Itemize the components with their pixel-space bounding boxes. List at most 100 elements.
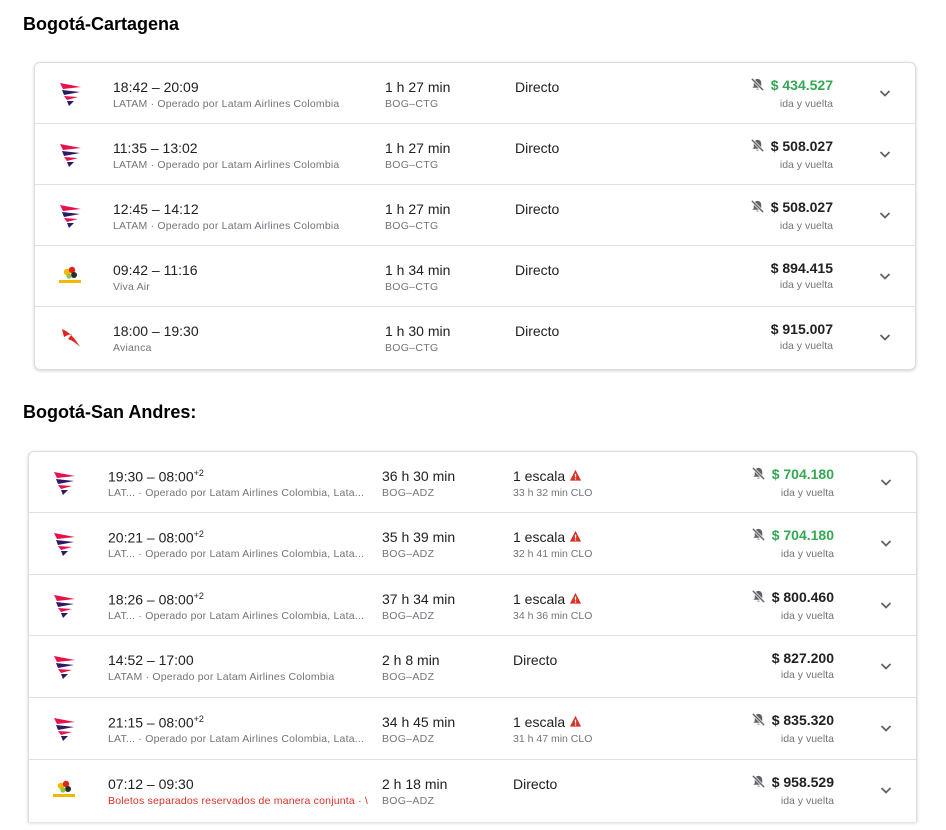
trip-type: ida y vuelta bbox=[779, 220, 833, 232]
flight-row[interactable]: 09:42 – 11:16 Viva Air 1 h 34 min BOG–CTG Di… bbox=[35, 246, 915, 307]
flight-stops-text: Directo bbox=[513, 652, 558, 668]
expand-chevron-icon[interactable] bbox=[878, 474, 894, 490]
flight-times: 12:45 – 14:12 bbox=[113, 201, 199, 217]
flight-row[interactable]: 12:45 – 14:12 LATAM · Operado por Latam A… bbox=[35, 185, 915, 246]
price-block: $ 508.027 ida y vuelta bbox=[750, 199, 833, 232]
day-offset: +2 bbox=[193, 714, 204, 724]
flight-times: 19:30 – 08:00+2 bbox=[108, 468, 204, 485]
flight-row[interactable]: 18:00 – 19:30 Avianca 1 h 30 min BOG–CTG Dir… bbox=[35, 307, 915, 369]
flight-times-text: 14:52 – 17:00 bbox=[108, 652, 194, 668]
expand-chevron-icon[interactable] bbox=[878, 597, 894, 613]
airline-operator: LATAM · Operado por Latam Airlines Colom… bbox=[113, 220, 340, 232]
flight-stops-text: Directo bbox=[515, 262, 560, 278]
flight-stops: 1 escala bbox=[513, 591, 582, 608]
price-value: $ 915.007 bbox=[770, 321, 833, 337]
flight-row[interactable]: 18:26 – 08:00+2 LAT... · Operado por Lata… bbox=[29, 575, 916, 636]
latam-logo bbox=[54, 199, 86, 231]
flight-stops: Directo bbox=[513, 776, 557, 792]
price-value: $ 704.180 bbox=[771, 466, 834, 482]
flight-route: BOG–ADZ bbox=[382, 671, 435, 683]
expand-chevron-icon[interactable] bbox=[878, 720, 894, 736]
price-block: $ 800.460 ida y vuelta bbox=[751, 589, 834, 622]
latam-logo bbox=[48, 466, 80, 498]
flight-times: 07:12 – 09:30 bbox=[108, 776, 194, 792]
flight-times: 18:00 – 19:30 bbox=[113, 323, 199, 339]
price-block: $ 704.180 ida y vuelta bbox=[751, 527, 834, 560]
flight-times-text: 21:15 – 08:00 bbox=[108, 714, 194, 731]
price-tracking-off-icon[interactable] bbox=[751, 589, 766, 607]
layover-info: 32 h 41 min CLO bbox=[513, 548, 593, 560]
flight-route: BOG–ADZ bbox=[382, 487, 435, 499]
price: $ 704.180 bbox=[751, 466, 834, 484]
price-value: $ 508.027 bbox=[770, 199, 833, 215]
expand-chevron-icon[interactable] bbox=[877, 207, 893, 223]
price: $ 915.007 bbox=[771, 321, 833, 337]
expand-chevron-icon[interactable] bbox=[877, 85, 893, 101]
flight-row[interactable]: 07:12 – 09:30 Boletos separados reservado… bbox=[29, 760, 916, 822]
flight-stops: Directo bbox=[515, 79, 559, 95]
flight-times-text: 20:21 – 08:00 bbox=[108, 529, 194, 546]
flight-row[interactable]: 20:21 – 08:00+2 LAT... · Operado por Lata… bbox=[29, 513, 916, 575]
flight-stops-text: 1 escala bbox=[513, 591, 566, 607]
flight-stops-text: Directo bbox=[515, 140, 560, 156]
flight-stops: Directo bbox=[515, 262, 559, 278]
expand-chevron-icon[interactable] bbox=[877, 146, 893, 162]
price-block: $ 894.415 ida y vuelta bbox=[771, 260, 833, 291]
price-tracking-off-icon[interactable] bbox=[750, 199, 765, 217]
flight-duration: 1 h 27 min bbox=[385, 79, 451, 95]
trip-type: ida y vuelta bbox=[780, 548, 834, 560]
airline-operator: LATAM · Operado por Latam Airlines Colom… bbox=[113, 98, 340, 110]
flight-stops-text: Directo bbox=[515, 323, 560, 339]
price: $ 508.027 bbox=[750, 199, 833, 217]
price-tracking-off-icon[interactable] bbox=[750, 138, 765, 156]
layover-info: 33 h 32 min CLO bbox=[513, 487, 593, 499]
flight-row[interactable]: 14:52 – 17:00 LATAM · Operado por Latam A… bbox=[29, 636, 916, 698]
expand-chevron-icon[interactable] bbox=[878, 782, 894, 798]
latam-logo bbox=[54, 138, 86, 170]
price-block: $ 508.027 ida y vuelta bbox=[750, 138, 833, 171]
price: $ 508.027 bbox=[750, 138, 833, 156]
airline-operator: Viva Air bbox=[113, 281, 151, 293]
expand-chevron-icon[interactable] bbox=[878, 535, 894, 551]
price-value: $ 508.027 bbox=[770, 138, 833, 154]
flight-times-text: 09:42 – 11:16 bbox=[113, 262, 198, 278]
flight-duration: 1 h 27 min bbox=[385, 140, 451, 156]
flight-times-text: 18:26 – 08:00 bbox=[108, 591, 194, 608]
price: $ 434.527 bbox=[750, 77, 833, 95]
flight-row[interactable]: 19:30 – 08:00+2 LAT... · Operado por Lata… bbox=[29, 452, 916, 513]
flight-times-text: 19:30 – 08:00 bbox=[108, 468, 194, 485]
expand-chevron-icon[interactable] bbox=[878, 658, 894, 674]
layover-info: 34 h 36 min CLO bbox=[513, 610, 593, 622]
price-value: $ 800.460 bbox=[771, 589, 834, 605]
flight-times-text: 12:45 – 14:12 bbox=[113, 201, 199, 217]
airline-operator: LATAM · Operado por Latam Airlines Colom… bbox=[113, 159, 340, 171]
flight-stops: 1 escala bbox=[513, 529, 582, 546]
expand-chevron-icon[interactable] bbox=[877, 268, 893, 284]
flight-route: BOG–CTG bbox=[385, 98, 439, 110]
flight-times: 20:21 – 08:00+2 bbox=[108, 529, 204, 546]
price: $ 894.415 bbox=[771, 260, 833, 276]
airline-operator: LAT... · Operado por Latam Airlines Colo… bbox=[108, 487, 365, 499]
expand-chevron-icon[interactable] bbox=[877, 329, 893, 345]
flight-duration: 35 h 39 min bbox=[382, 529, 456, 545]
price-tracking-off-icon[interactable] bbox=[751, 466, 766, 484]
flight-stops-text: Directo bbox=[515, 201, 560, 217]
price-tracking-off-icon[interactable] bbox=[751, 774, 766, 792]
warning-icon bbox=[569, 715, 582, 731]
price-block: $ 915.007 ida y vuelta bbox=[771, 321, 833, 352]
avianca-logo bbox=[54, 321, 86, 353]
flight-results-san-andres: 19:30 – 08:00+2 LAT... · Operado por Lata… bbox=[28, 451, 917, 822]
flight-row[interactable]: 18:42 – 20:09 LATAM · Operado por Latam A… bbox=[35, 63, 915, 124]
price-tracking-off-icon[interactable] bbox=[750, 77, 765, 95]
flight-times-text: 18:42 – 20:09 bbox=[113, 79, 199, 95]
flight-row[interactable]: 11:35 – 13:02 LATAM · Operado por Latam A… bbox=[35, 124, 915, 185]
price-tracking-off-icon[interactable] bbox=[751, 527, 766, 545]
flight-duration: 1 h 27 min bbox=[385, 201, 451, 217]
price-value: $ 434.527 bbox=[770, 77, 833, 93]
price: $ 827.200 bbox=[772, 650, 834, 666]
airline-operator: LAT... · Operado por Latam Airlines Colo… bbox=[108, 733, 365, 745]
trip-type: ida y vuelta bbox=[780, 610, 834, 622]
price-tracking-off-icon[interactable] bbox=[751, 712, 766, 730]
flight-row[interactable]: 21:15 – 08:00+2 LAT... · Operado por Lata… bbox=[29, 698, 916, 760]
flight-stops-text: 1 escala bbox=[513, 714, 566, 730]
